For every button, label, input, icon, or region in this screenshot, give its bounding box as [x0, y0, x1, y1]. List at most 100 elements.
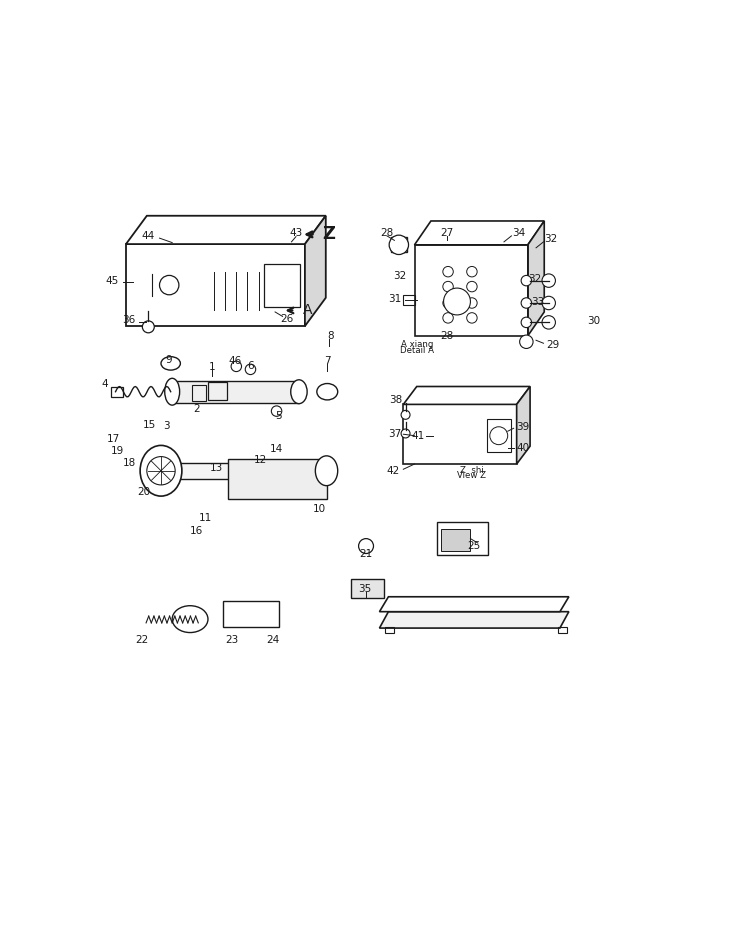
Polygon shape: [415, 221, 545, 245]
Text: 9: 9: [165, 355, 172, 365]
Bar: [415, 245, 528, 336]
Circle shape: [521, 317, 532, 327]
Text: 32: 32: [528, 274, 541, 284]
Text: Z  shi: Z shi: [460, 466, 484, 474]
Circle shape: [401, 429, 410, 438]
Text: 4: 4: [102, 378, 108, 389]
Text: 43: 43: [289, 228, 303, 238]
Text: 30: 30: [588, 316, 601, 326]
Circle shape: [231, 361, 241, 372]
Ellipse shape: [317, 384, 338, 400]
Text: 2: 2: [193, 404, 200, 414]
Circle shape: [160, 275, 179, 295]
Bar: [171, 463, 327, 479]
Text: 34: 34: [512, 228, 526, 238]
Circle shape: [521, 275, 532, 286]
Text: Detail A: Detail A: [400, 346, 434, 356]
Circle shape: [467, 298, 477, 308]
Circle shape: [443, 267, 453, 277]
Circle shape: [542, 316, 556, 329]
Circle shape: [520, 335, 533, 349]
Text: 10: 10: [313, 504, 326, 514]
Bar: [487, 420, 511, 452]
Text: 16: 16: [190, 526, 202, 537]
Text: 44: 44: [142, 231, 155, 240]
Circle shape: [490, 427, 508, 445]
Circle shape: [542, 296, 556, 309]
Polygon shape: [403, 387, 530, 405]
Text: 25: 25: [468, 541, 481, 551]
Text: 8: 8: [327, 331, 334, 340]
Text: 37: 37: [388, 429, 401, 439]
Text: 12: 12: [253, 455, 267, 465]
Text: 33: 33: [531, 296, 544, 306]
Bar: [208, 382, 227, 400]
Circle shape: [443, 281, 453, 291]
Circle shape: [542, 273, 556, 288]
Text: 21: 21: [359, 549, 373, 558]
Polygon shape: [305, 216, 326, 326]
Text: 26: 26: [280, 314, 294, 324]
Polygon shape: [528, 221, 545, 336]
Bar: [264, 264, 300, 307]
Polygon shape: [517, 387, 530, 464]
Text: A: A: [303, 303, 313, 317]
Circle shape: [467, 281, 477, 291]
Bar: [403, 405, 517, 464]
Circle shape: [245, 364, 255, 374]
Bar: [111, 387, 123, 397]
Bar: [385, 626, 394, 633]
Polygon shape: [379, 612, 569, 628]
Text: 1: 1: [208, 362, 215, 372]
Text: 13: 13: [210, 463, 223, 472]
Ellipse shape: [173, 605, 208, 633]
Text: 7: 7: [324, 356, 331, 366]
Text: View Z: View Z: [457, 472, 486, 481]
Text: 22: 22: [136, 635, 149, 645]
Circle shape: [143, 321, 155, 333]
Bar: [126, 244, 305, 326]
Text: 3: 3: [163, 421, 170, 431]
Text: 32: 32: [545, 234, 557, 244]
Ellipse shape: [315, 455, 338, 486]
Text: 18: 18: [123, 457, 135, 468]
Bar: [223, 602, 279, 626]
Ellipse shape: [140, 445, 182, 496]
Text: 31: 31: [388, 293, 401, 304]
Text: 5: 5: [275, 410, 282, 421]
Text: 38: 38: [389, 395, 403, 405]
Circle shape: [521, 298, 532, 308]
Ellipse shape: [291, 380, 307, 404]
Polygon shape: [126, 216, 326, 244]
Circle shape: [271, 405, 282, 416]
Circle shape: [467, 313, 477, 323]
Circle shape: [389, 235, 409, 255]
Text: 24: 24: [266, 635, 279, 645]
Ellipse shape: [161, 356, 180, 370]
Bar: [403, 295, 415, 306]
Bar: [391, 237, 407, 252]
Text: 46: 46: [229, 356, 242, 366]
Text: 40: 40: [516, 442, 529, 453]
Text: 19: 19: [111, 446, 125, 456]
Text: 11: 11: [199, 514, 212, 523]
Text: 41: 41: [412, 431, 425, 440]
Text: 28: 28: [440, 331, 453, 340]
Text: 32: 32: [393, 272, 406, 281]
Ellipse shape: [165, 378, 179, 405]
Text: 28: 28: [380, 228, 394, 238]
Text: 17: 17: [107, 434, 120, 444]
Text: 14: 14: [270, 444, 283, 455]
Bar: [437, 522, 488, 555]
Circle shape: [401, 410, 410, 420]
Text: 42: 42: [386, 467, 400, 476]
Text: Z: Z: [322, 224, 335, 242]
Circle shape: [444, 288, 471, 315]
Polygon shape: [379, 597, 569, 612]
Circle shape: [467, 267, 477, 277]
Text: 20: 20: [137, 488, 150, 497]
Bar: [191, 385, 206, 402]
Bar: [351, 579, 384, 598]
Text: 29: 29: [546, 339, 559, 350]
Text: 39: 39: [516, 422, 529, 432]
